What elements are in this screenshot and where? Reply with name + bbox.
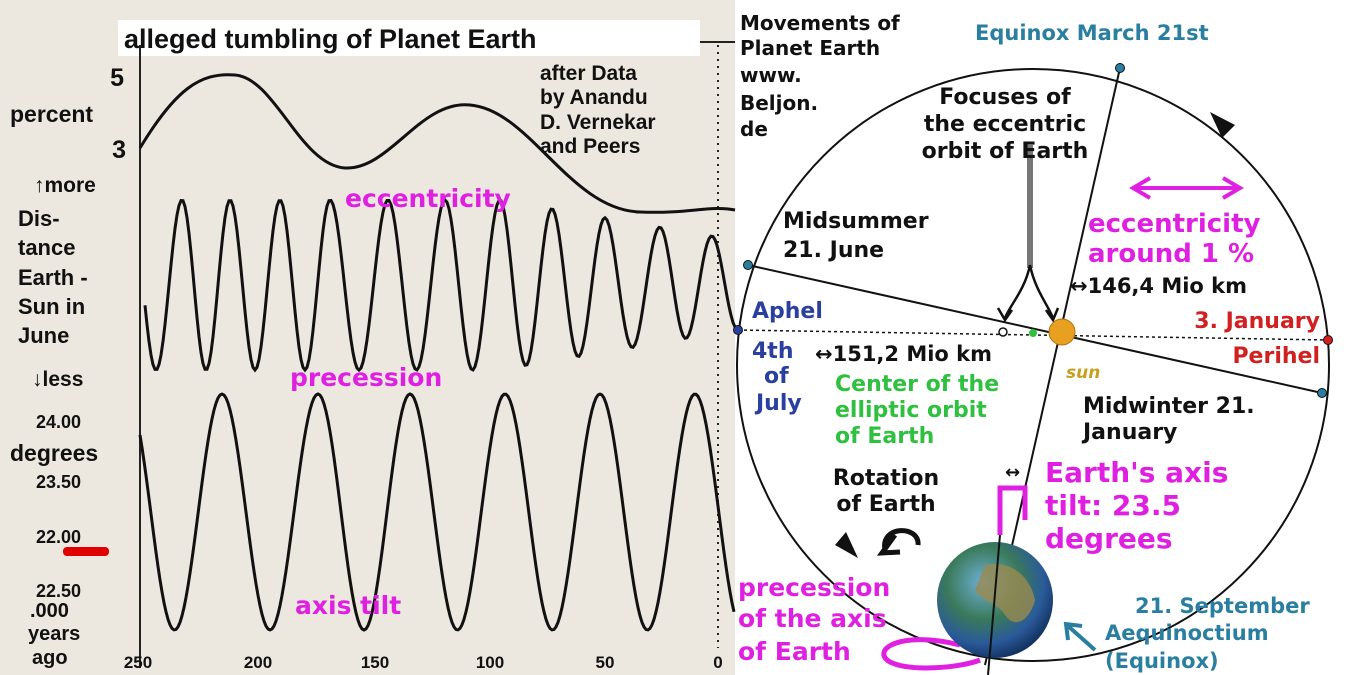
rotation-arrow: [882, 531, 918, 553]
rotation-label: Rotation: [833, 466, 939, 491]
axis-unit: .000: [30, 600, 69, 622]
curve-label: axis tilt: [295, 591, 401, 620]
perihel-dot: [1324, 336, 1333, 345]
x-tick-label: 200: [244, 653, 272, 672]
axis-tilt-label: Earth's axis: [1045, 456, 1228, 489]
orbit-arrow: [835, 532, 858, 558]
source: D. Vernekar: [540, 111, 656, 134]
midwinter-dot: [1318, 389, 1327, 398]
precession-label: of the axis: [738, 604, 887, 633]
focus-arrows: [998, 265, 1058, 320]
september-label: Aequinoctium: [1105, 621, 1269, 645]
distance-label: ↔151,2 Mio km: [815, 342, 992, 366]
axis-unit: Sun in: [18, 294, 85, 319]
source: after Data: [540, 62, 637, 85]
precession-label: precession: [738, 573, 890, 602]
july-label: of: [764, 364, 789, 389]
tilt-arrow: ↔: [1005, 462, 1020, 483]
tick-label: 24.00: [36, 412, 81, 432]
midwinter-label: Midwinter 21.: [1083, 394, 1255, 419]
tick-label: 22.00: [36, 527, 81, 547]
midsummer-label: 21. June: [783, 238, 884, 263]
midsummer-label: Midsummer: [783, 209, 929, 234]
source: and Peers: [540, 135, 640, 158]
curve-label: eccentricity: [345, 184, 511, 213]
eccentricity-label: eccentricity: [1088, 209, 1261, 239]
magenta-double-arrow: [1133, 178, 1240, 198]
midsummer-dot: [744, 261, 753, 270]
perihel-label: Perihel: [1232, 344, 1320, 369]
tick-label: 3: [112, 136, 126, 164]
date-label: 3. January: [1194, 309, 1320, 334]
center-label: Center of the: [835, 372, 999, 397]
center-label: elliptic orbit: [835, 398, 987, 423]
tick-label: 5: [110, 64, 124, 92]
title: alleged tumbling of Planet Earth: [124, 24, 537, 54]
sun: [1049, 319, 1075, 345]
axis-unit: ago: [32, 647, 68, 669]
eccentricity-label: around 1 %: [1088, 239, 1254, 269]
center-label: of Earth: [835, 424, 934, 449]
curve-label: precession: [290, 363, 442, 392]
axis-unit: tance: [18, 235, 75, 260]
equinox-dot: [1116, 64, 1125, 73]
axis-unit: Earth -: [18, 265, 88, 290]
focuses-label: orbit of Earth: [922, 139, 1089, 164]
axis-note: ↓less: [32, 368, 83, 391]
axis-note: ↑more: [34, 174, 96, 197]
x-tick-label: 100: [476, 653, 504, 672]
x-tick-label: 50: [596, 653, 615, 672]
red-marker: [63, 547, 109, 556]
tilt-hook: [1000, 488, 1025, 535]
page: alleged tumbling of Planet Earth5 percent…: [0, 0, 1350, 675]
july-label: 4th: [752, 339, 794, 364]
july-label: July: [754, 391, 802, 416]
aphel-label: Aphel: [752, 299, 823, 324]
rotation-label: of Earth: [836, 492, 935, 517]
credit: Planet Earth: [740, 36, 880, 60]
september-label: 21. September: [1135, 594, 1310, 618]
precession-label: of Earth: [738, 637, 851, 666]
axis-unit: percent: [10, 101, 93, 127]
axis-tilt-label: degrees: [1045, 522, 1173, 555]
axis-unit: years: [28, 623, 80, 645]
empty-focus: [999, 328, 1007, 336]
axis-tilt-label: tilt: 23.5: [1045, 489, 1181, 522]
september-arrow: [1066, 624, 1095, 650]
credit: Beljon.: [740, 91, 818, 115]
tick-label: 23.50: [36, 472, 81, 492]
focuses-label: the eccentric: [924, 112, 1086, 137]
credit: Movements of: [740, 11, 900, 35]
focuses-label: Focuses of: [939, 85, 1071, 110]
axis-unit: June: [18, 323, 69, 348]
x-tick-label: 0: [713, 653, 722, 672]
midwinter-label: January: [1081, 420, 1177, 445]
distance-label: ↔146,4 Mio km: [1070, 274, 1247, 298]
orbit-center: [1029, 329, 1037, 337]
axis-unit: Dis-: [18, 206, 60, 231]
tick-label: 22.50: [36, 581, 81, 601]
axis-unit: degrees: [10, 440, 98, 466]
september-label: (Equinox): [1105, 649, 1219, 673]
orbit-arrow: [1210, 112, 1235, 138]
equinox-label: Equinox March 21st: [975, 21, 1209, 45]
sun-label: sun: [1066, 363, 1100, 383]
source: by Anandu: [540, 86, 648, 109]
x-tick-label: 250: [124, 653, 152, 672]
aphel-dot: [734, 326, 743, 335]
credit: de: [740, 117, 768, 141]
x-tick-label: 150: [361, 653, 389, 672]
credit: www.: [740, 63, 802, 87]
